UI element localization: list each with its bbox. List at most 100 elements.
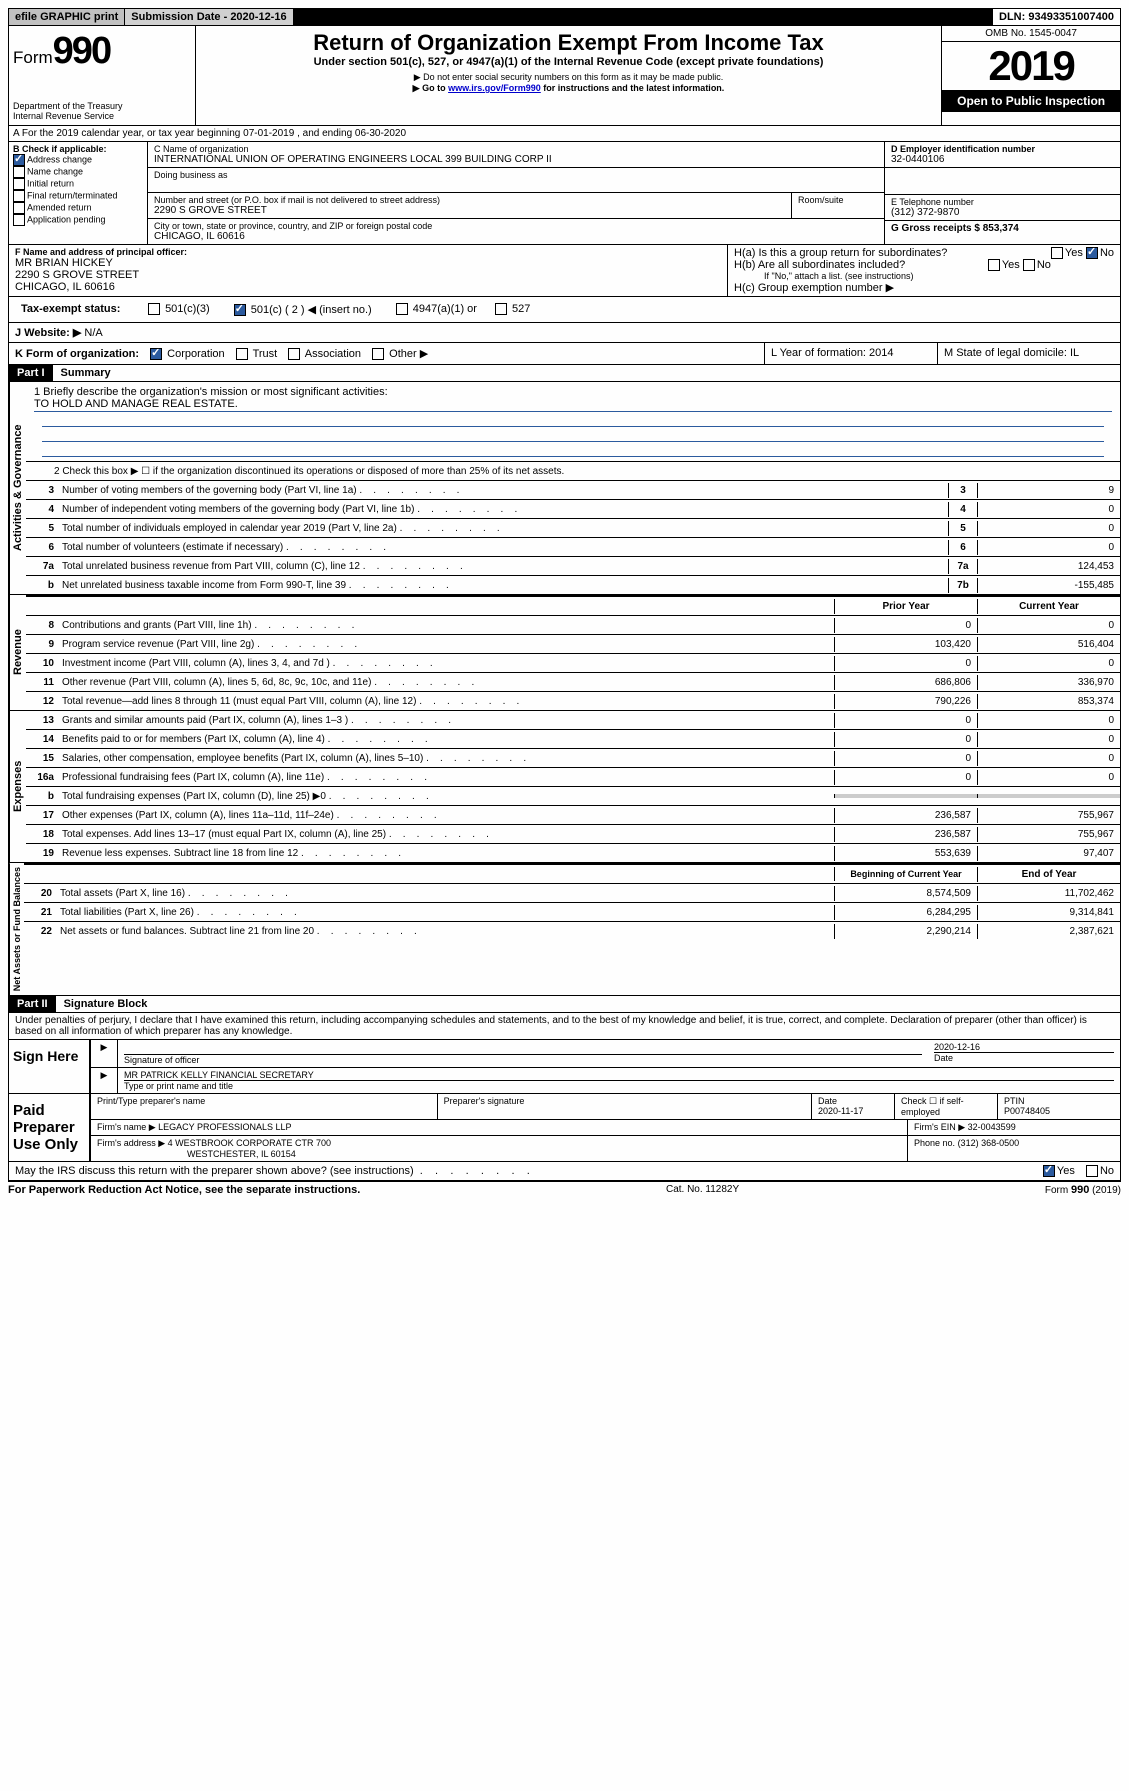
blank [56, 872, 834, 876]
vlabel-revenue: Revenue [9, 595, 26, 710]
line-value: 0 [977, 540, 1120, 555]
ein-label: D Employer identification number [891, 144, 1114, 154]
form-header: Form990 Department of the Treasury Inter… [8, 26, 1121, 126]
catalog-number: Cat. No. 11282Y [666, 1184, 739, 1196]
org-city: CHICAGO, IL 60616 [154, 231, 878, 242]
opt-trust[interactable]: Trust [236, 348, 278, 360]
chk-address-change[interactable]: Address change [13, 154, 143, 166]
line-box: 3 [948, 483, 977, 498]
firm-addr2: WESTCHESTER, IL 60154 [97, 1149, 296, 1159]
chk-application-pending[interactable]: Application pending [13, 214, 143, 226]
ptin-label: PTIN [1004, 1096, 1025, 1106]
tax-year: 2019 [942, 42, 1120, 90]
prior-value [834, 794, 977, 798]
chk-amended-return[interactable]: Amended return [13, 202, 143, 214]
tax-exempt-label: Tax-exempt status: [15, 301, 142, 318]
firm-ein-label: Firm's EIN ▶ [914, 1122, 965, 1132]
current-value: 0 [977, 770, 1120, 785]
line-text: Total revenue—add lines 8 through 11 (mu… [58, 694, 834, 709]
opt-other[interactable]: Other ▶ [372, 348, 428, 360]
blank [58, 604, 834, 608]
current-value: 516,404 [977, 637, 1120, 652]
officer-printed-name: MR PATRICK KELLY FINANCIAL SECRETARY [124, 1070, 1114, 1080]
pp-name-label: Print/Type preparer's name [91, 1094, 438, 1119]
line-num: 12 [26, 694, 58, 709]
state-domicile: M State of legal domicile: IL [937, 343, 1120, 364]
paid-preparer-section: Paid Preparer Use Only Print/Type prepar… [8, 1094, 1121, 1162]
prior-value: 0 [834, 656, 977, 671]
chk-initial-return[interactable]: Initial return [13, 178, 143, 190]
efile-label[interactable]: efile GRAPHIC print [9, 9, 124, 25]
officer-group-row: F Name and address of principal officer:… [8, 245, 1121, 297]
firm-name-label: Firm's name ▶ [97, 1122, 156, 1132]
section-revenue: Revenue Prior Year Current Year 8 Contri… [8, 595, 1121, 711]
officer-addr1: 2290 S GROVE STREET [15, 269, 721, 281]
room-label: Room/suite [798, 195, 878, 205]
form-title: Return of Organization Exempt From Incom… [200, 30, 938, 56]
prior-value: 236,587 [834, 808, 977, 823]
form990-link[interactable]: www.irs.gov/Form990 [448, 83, 541, 93]
dept-irs: Internal Revenue Service [13, 111, 191, 121]
firm-name: LEGACY PROFESSIONALS LLP [158, 1122, 291, 1132]
pp-self-employed[interactable]: Check ☐ if self-employed [895, 1094, 998, 1119]
ha-group-return: H(a) Is this a group return for subordin… [734, 247, 1114, 259]
part1-title: Summary [53, 365, 119, 381]
opt-4947[interactable]: 4947(a)(1) or [390, 301, 483, 318]
col-begin-year: Beginning of Current Year [834, 867, 977, 881]
mission-blank-line [42, 427, 1104, 442]
summary-line: 17 Other expenses (Part IX, column (A), … [26, 806, 1120, 825]
mission-blank-line [42, 412, 1104, 427]
line-value: 9 [977, 483, 1120, 498]
current-value [977, 794, 1120, 798]
line-num: 17 [26, 808, 58, 823]
opt-corporation[interactable]: Corporation [150, 348, 225, 360]
discuss-yes[interactable] [1043, 1165, 1055, 1177]
officer-name: MR BRIAN HICKEY [15, 257, 721, 269]
box-d-ein: D Employer identification number 32-0440… [884, 142, 1120, 244]
prior-value: 0 [834, 751, 977, 766]
perjury-declaration: Under penalties of perjury, I declare th… [8, 1013, 1121, 1040]
ha-yes[interactable] [1051, 247, 1063, 259]
opt-501c[interactable]: 501(c) ( 2 ) ◀ (insert no.) [228, 301, 378, 318]
form-subtitle: Under section 501(c), 527, or 4947(a)(1)… [200, 56, 938, 68]
chk-final-return[interactable]: Final return/terminated [13, 190, 143, 202]
line-text: Benefits paid to or for members (Part IX… [58, 732, 834, 747]
chk-name-change[interactable]: Name change [13, 166, 143, 178]
summary-line: 19 Revenue less expenses. Subtract line … [26, 844, 1120, 862]
form-footer: Form 990 (2019) [1045, 1184, 1121, 1196]
opt-association[interactable]: Association [288, 348, 361, 360]
line-num: b [26, 578, 58, 593]
hb-yes[interactable] [988, 259, 1000, 271]
box-i-tax-exempt: Tax-exempt status: 501(c)(3) 501(c) ( 2 … [8, 297, 1121, 323]
line-box: 7b [948, 578, 977, 593]
submission-date[interactable]: Submission Date - 2020-12-16 [125, 9, 292, 25]
opt-527[interactable]: 527 [489, 301, 536, 318]
gross-receipts: G Gross receipts $ 853,374 [891, 223, 1114, 234]
prior-value: 790,226 [834, 694, 977, 709]
box-b-checkboxes: B Check if applicable: Address change Na… [9, 142, 148, 244]
form-org-label: K Form of organization: [15, 348, 139, 360]
discuss-no[interactable] [1086, 1165, 1098, 1177]
ha-no[interactable] [1086, 247, 1098, 259]
line1-label: 1 Briefly describe the organization's mi… [34, 386, 1112, 398]
goto-pre: ▶ Go to [413, 83, 448, 93]
hb-subordinates: H(b) Are all subordinates included? Yes … [734, 259, 1114, 271]
arrow-icon: ▶ [91, 1040, 118, 1067]
summary-line: 14 Benefits paid to or for members (Part… [26, 730, 1120, 749]
sig-date: 2020-12-16 [934, 1042, 1114, 1052]
ptin-value: P00748405 [1004, 1106, 1050, 1116]
ha-label: H(a) Is this a group return for subordin… [734, 247, 947, 259]
summary-line: 21 Total liabilities (Part X, line 26) 6… [24, 903, 1120, 922]
line-num: 21 [24, 905, 56, 920]
opt-501c3[interactable]: 501(c)(3) [142, 301, 216, 318]
paperwork-notice: For Paperwork Reduction Act Notice, see … [8, 1184, 360, 1196]
line-num: 11 [26, 675, 58, 690]
ein-value: 32-0440106 [891, 154, 1114, 165]
part2-header-row: Part II Signature Block [8, 996, 1121, 1013]
current-value: 336,970 [977, 675, 1120, 690]
line-num: 4 [26, 502, 58, 517]
hb-no[interactable] [1023, 259, 1035, 271]
mission-blank-line [42, 442, 1104, 457]
line-num: 8 [26, 618, 58, 633]
summary-line: 6 Total number of volunteers (estimate i… [26, 538, 1120, 557]
